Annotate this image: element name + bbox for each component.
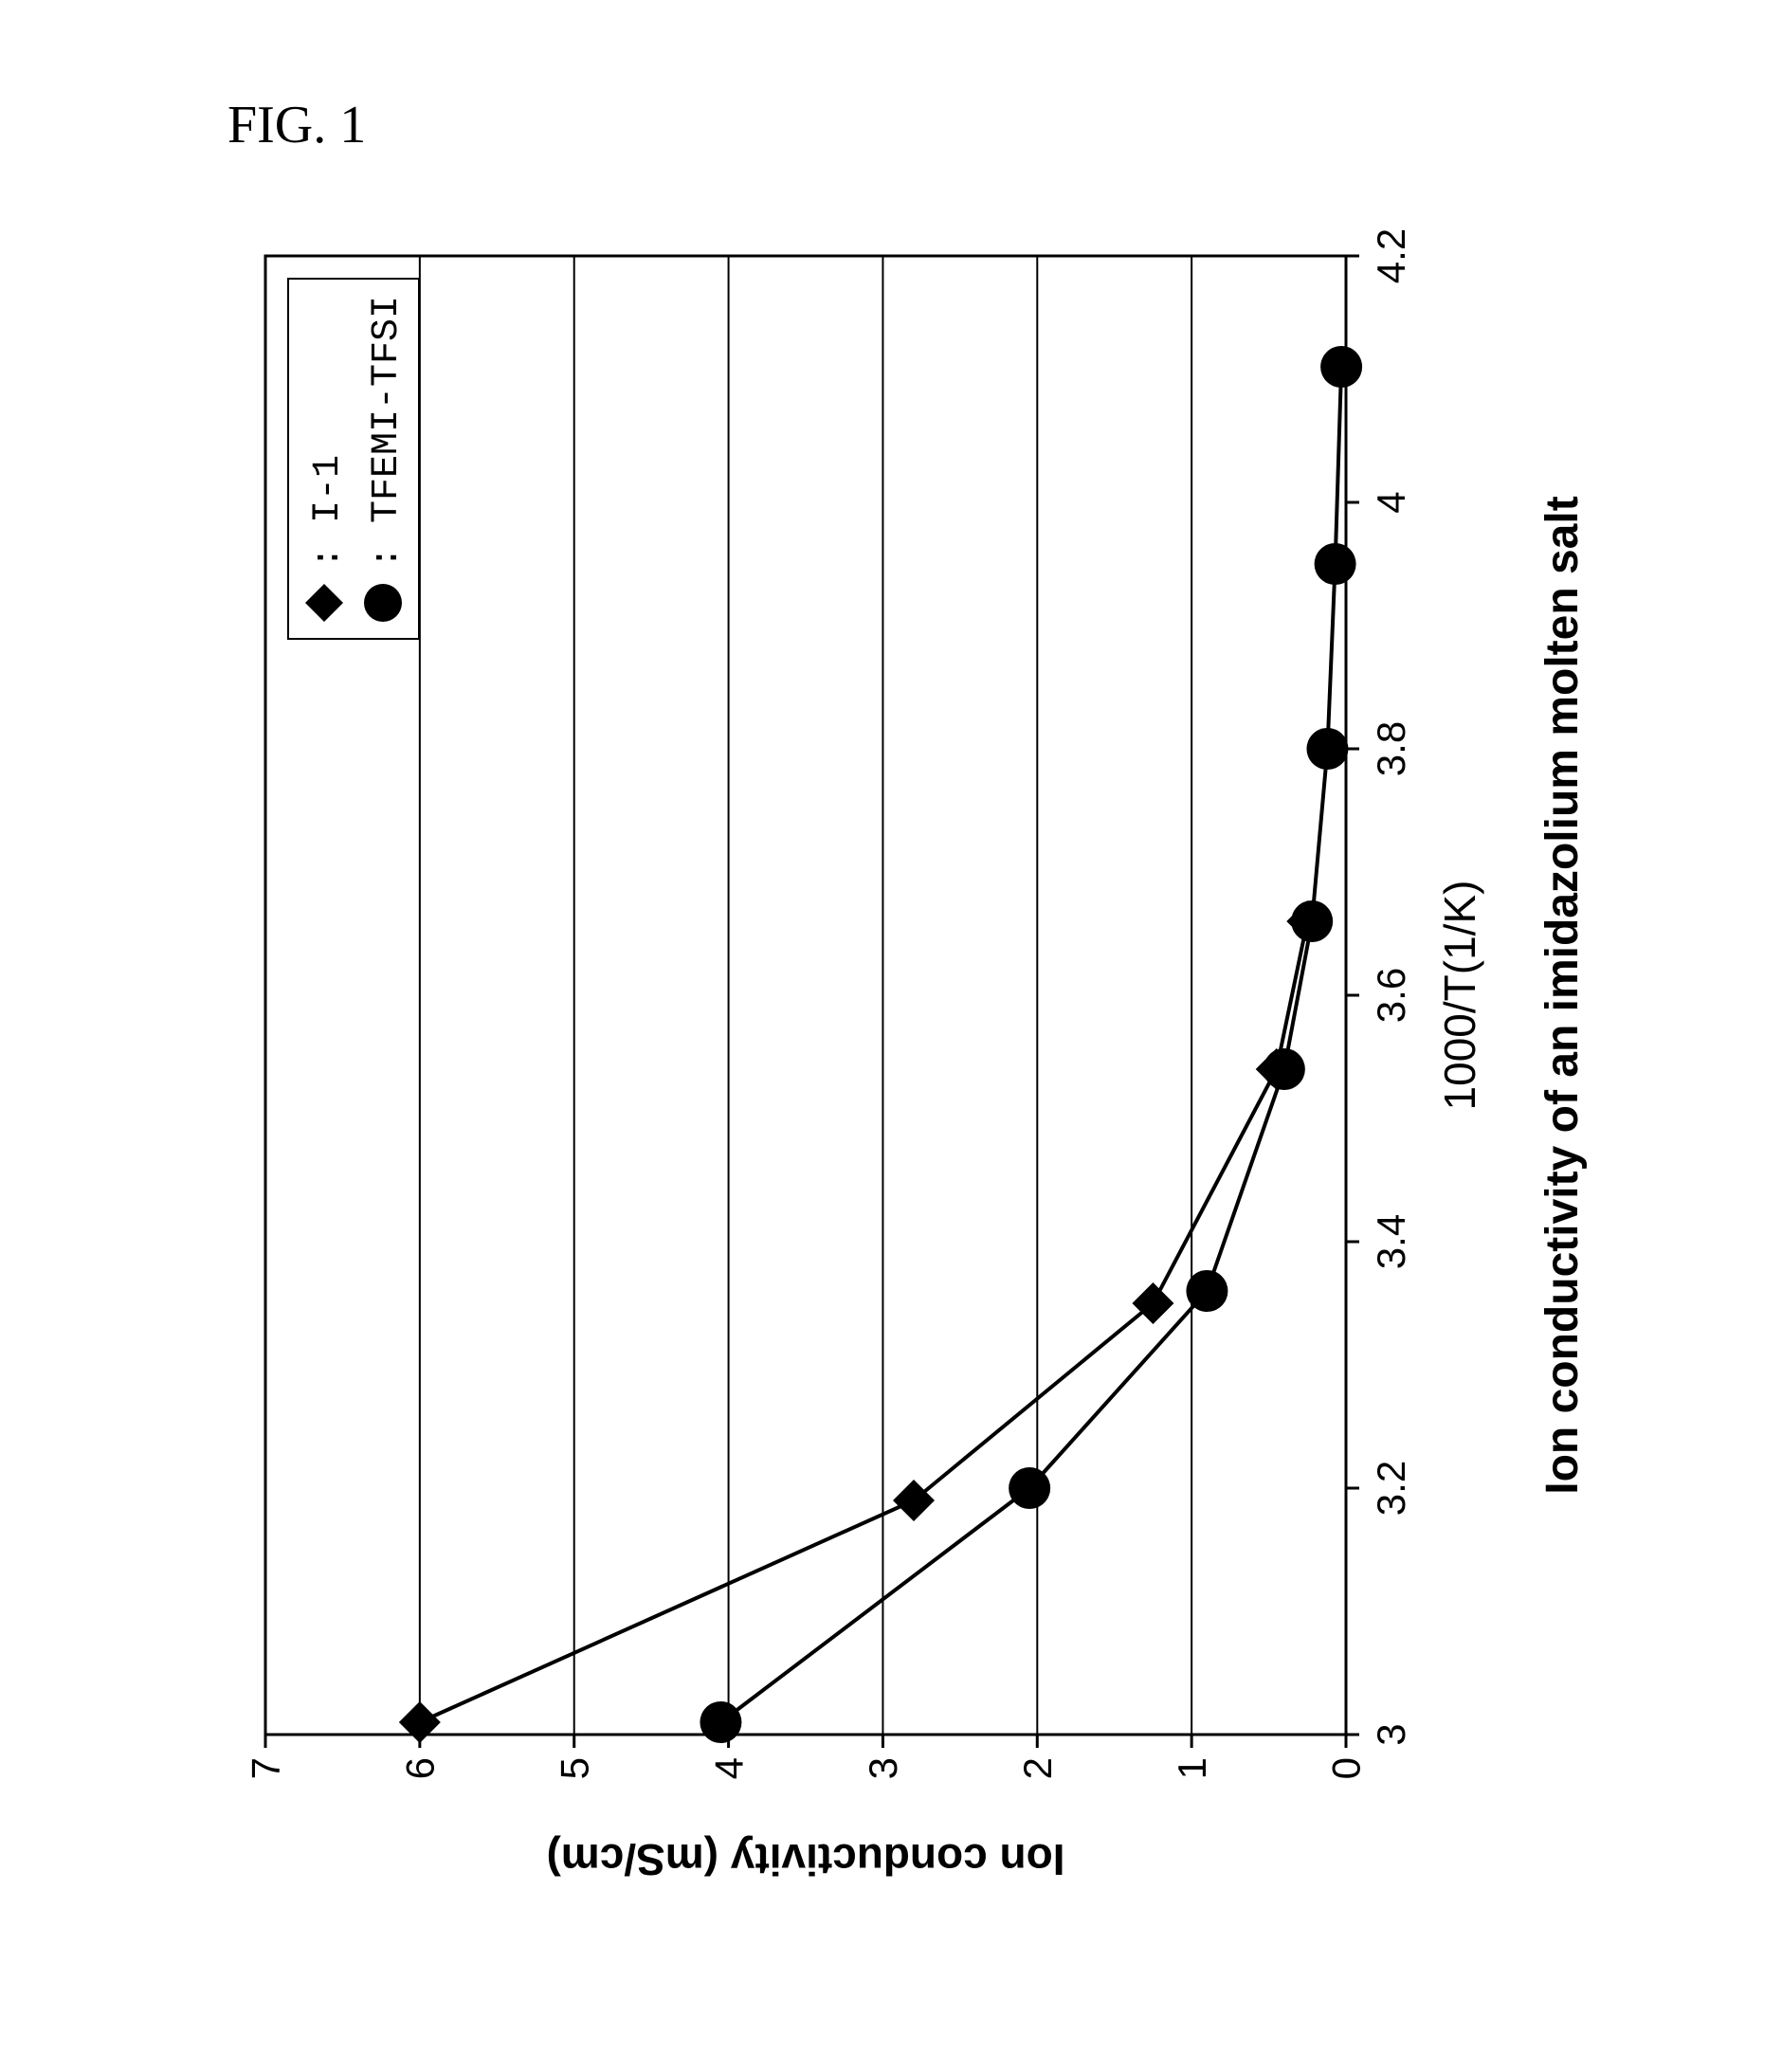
- svg-text:Ion conductivity (mS/cm): Ion conductivity (mS/cm): [547, 1835, 1065, 1884]
- svg-text:: TFEMI-TFSI: : TFEMI-TFSI: [366, 296, 409, 569]
- svg-text:3: 3: [1369, 1723, 1413, 1745]
- svg-text:5: 5: [552, 1757, 596, 1779]
- svg-text:4: 4: [1369, 491, 1413, 513]
- svg-text:0: 0: [1324, 1757, 1369, 1779]
- chart-rotated-container: 3 3.2 3.4 3.6 3.8 4 4.2 0 1 2 3 4 5 6 7 : I-1 : TFEMI-TF…: [237, 227, 1621, 1896]
- page: FIG. 1 3 3.2 3.4 3.6 3.8 4 4.2 0 1 2 3 4 5 6 7 : I-1 : T…: [38, 38, 1744, 2028]
- svg-text:3.2: 3.2: [1369, 1461, 1413, 1516]
- svg-text:3.4: 3.4: [1369, 1214, 1413, 1269]
- svg-text:3.8: 3.8: [1369, 721, 1413, 776]
- figure-label: FIG. 1: [227, 95, 366, 155]
- chart-svg: 3 3.2 3.4 3.6 3.8 4 4.2 0 1 2 3 4 5 6 7 : I-1 : TFEMI-TF…: [237, 227, 1621, 1896]
- svg-text:6: 6: [398, 1757, 443, 1779]
- svg-text:1000/T(1/K): 1000/T(1/K): [1435, 881, 1484, 1111]
- svg-text:2: 2: [1015, 1757, 1060, 1779]
- svg-text:4.2: 4.2: [1369, 228, 1413, 283]
- svg-text:3.6: 3.6: [1369, 968, 1413, 1023]
- svg-text:4: 4: [706, 1757, 751, 1779]
- svg-text:3: 3: [861, 1757, 905, 1779]
- svg-text:Ion conductivity of an imidazo: Ion conductivity of an imidazolium molte…: [1537, 496, 1588, 1494]
- svg-text:: I-1: : I-1: [307, 455, 350, 569]
- svg-text:7: 7: [244, 1757, 288, 1779]
- svg-text:1: 1: [1170, 1757, 1214, 1779]
- chart-box: 3 3.2 3.4 3.6 3.8 4 4.2 0 1 2 3 4 5 6 7 : I-1 : TFEMI-TF…: [237, 227, 1621, 1896]
